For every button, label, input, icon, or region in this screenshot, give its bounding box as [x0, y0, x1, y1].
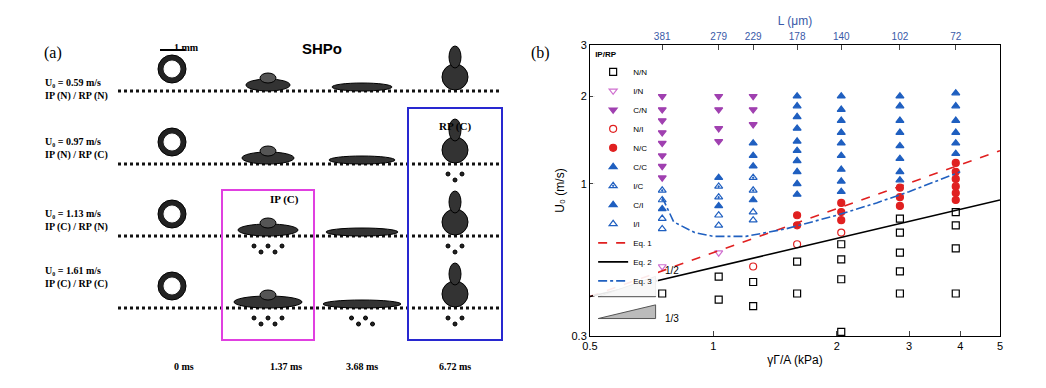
svg-text:(a): (a) [44, 44, 62, 62]
svg-text:1: 1 [581, 178, 587, 190]
svg-text:IP/RP: IP/RP [595, 50, 617, 59]
svg-text:381: 381 [654, 31, 671, 42]
svg-text:1/2: 1/2 [665, 265, 679, 276]
svg-text:3.68 ms: 3.68 ms [346, 361, 378, 372]
svg-text:0 ms: 0 ms [174, 361, 194, 372]
svg-text:2: 2 [834, 340, 840, 352]
svg-text:3: 3 [581, 39, 587, 51]
svg-text:U₀ = 1.61 m/sIP (C) / RP (C): U₀ = 1.61 m/sIP (C) / RP (C) [45, 265, 108, 290]
svg-text:2: 2 [581, 90, 587, 102]
svg-text:4: 4 [957, 340, 963, 352]
svg-text:SHPo: SHPo [302, 40, 342, 57]
svg-text:C/C: C/C [633, 163, 647, 172]
svg-text:U₀ = 0.59 m/sIP (N) / RP (N): U₀ = 0.59 m/sIP (N) / RP (N) [45, 77, 108, 102]
svg-text:(b): (b) [531, 44, 550, 62]
svg-text:Eq. 2: Eq. 2 [633, 258, 652, 267]
svg-text:N/N: N/N [633, 68, 647, 77]
svg-text:I/I: I/I [633, 220, 640, 229]
svg-text:0.3: 0.3 [572, 330, 587, 342]
svg-text:72: 72 [950, 31, 962, 42]
svg-text:Eq. 1: Eq. 1 [633, 239, 652, 248]
svg-text:C/N: C/N [633, 106, 647, 115]
svg-text:1 mm: 1 mm [174, 42, 199, 53]
svg-text:0.5: 0.5 [582, 340, 597, 352]
svg-text:5: 5 [997, 340, 1003, 352]
svg-text:IP (C): IP (C) [270, 193, 299, 206]
svg-text:6.72 ms: 6.72 ms [439, 361, 471, 372]
svg-text:U₀ = 0.97 m/sIP (N) / RP (C): U₀ = 0.97 m/sIP (N) / RP (C) [45, 136, 108, 161]
svg-text:229: 229 [745, 31, 762, 42]
svg-text:140: 140 [833, 31, 850, 42]
svg-text:N/I: N/I [633, 125, 643, 134]
svg-text:102: 102 [892, 31, 909, 42]
svg-text:N/C: N/C [633, 144, 647, 153]
svg-text:L (μm): L (μm) [778, 14, 812, 28]
svg-text:1.37 ms: 1.37 ms [270, 361, 302, 372]
svg-text:1/3: 1/3 [665, 313, 679, 324]
svg-text:1: 1 [710, 340, 716, 352]
svg-text:U₀ = 1.13 m/sIP (C) / RP (N): U₀ = 1.13 m/sIP (C) / RP (N) [45, 208, 108, 233]
svg-text:RP (C): RP (C) [439, 120, 471, 133]
svg-text:U₀ (m/s): U₀ (m/s) [553, 168, 567, 212]
svg-text:3: 3 [906, 340, 912, 352]
svg-text:γΓ/A (kPa): γΓ/A (kPa) [767, 353, 822, 367]
svg-text:178: 178 [789, 31, 806, 42]
svg-text:I/C: I/C [633, 182, 643, 191]
svg-text:I/N: I/N [633, 87, 643, 96]
svg-text:Eq. 3: Eq. 3 [633, 277, 652, 286]
svg-text:C/I: C/I [633, 201, 643, 210]
svg-text:279: 279 [710, 31, 727, 42]
